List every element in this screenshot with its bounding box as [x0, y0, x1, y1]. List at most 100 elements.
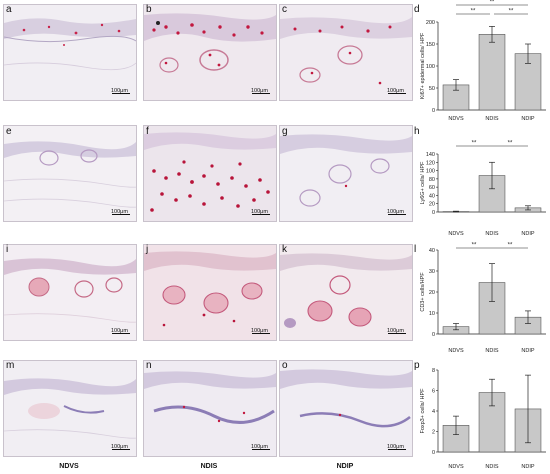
- y-tick-label: 140: [426, 152, 435, 158]
- panel-letter-b: b: [146, 4, 152, 15]
- significance-label: **: [508, 243, 513, 249]
- micrograph-m: [3, 360, 137, 457]
- category-label: NDVS: [448, 231, 464, 237]
- y-axis-label: CD3+ cells/HPF: [420, 272, 426, 312]
- micrograph-i: [3, 244, 137, 341]
- micrograph-n-image: [144, 361, 276, 456]
- panel-letter-d: d: [414, 4, 420, 15]
- scale-label-i: 100μm: [111, 328, 128, 334]
- panel-letter-j: j: [146, 244, 149, 255]
- panel-letter-c: c: [282, 4, 287, 15]
- y-tick-label: 100: [426, 64, 435, 70]
- scale-label-f: 100μm: [251, 209, 268, 215]
- micrograph-g-image: [280, 126, 412, 221]
- micrograph-a-image: [4, 5, 136, 100]
- y-tick-label: 40: [429, 248, 435, 254]
- y-tick-label: 0: [432, 332, 435, 338]
- scale-label-j: 100μm: [251, 328, 268, 334]
- category-label: NDIP: [521, 116, 534, 122]
- column-label-ndis: NDIS: [200, 463, 218, 470]
- y-tick-label: 80: [429, 177, 435, 183]
- panel-letter-k: k: [282, 244, 287, 255]
- micrograph-j-image: [144, 245, 276, 340]
- y-tick-label: 200: [426, 20, 435, 26]
- category-label: NDIP: [521, 464, 534, 470]
- bar-ndis: [478, 34, 506, 111]
- micrograph-a: [3, 4, 137, 101]
- category-label: NDVS: [448, 116, 464, 122]
- micrograph-e: [3, 125, 137, 222]
- column-label-ndvs: NDVS: [59, 463, 79, 470]
- panel-letter-h: h: [414, 126, 420, 137]
- panel-letter-e: e: [6, 126, 12, 137]
- panel-letter-g: g: [282, 126, 288, 137]
- y-tick-label: 50: [429, 86, 435, 92]
- category-label: NDIP: [521, 348, 534, 354]
- scale-label-n: 100μm: [251, 444, 268, 450]
- panel-letter-o: o: [282, 360, 288, 371]
- micrograph-c: [279, 4, 413, 101]
- y-tick-label: 100: [426, 169, 435, 175]
- micrograph-k: [279, 244, 413, 341]
- micrograph-e-image: [4, 126, 136, 221]
- panel-letter-l: l: [414, 244, 417, 255]
- panel-letter-a: a: [6, 4, 12, 15]
- scale-label-e: 100μm: [111, 209, 128, 215]
- scale-label-c: 100μm: [387, 88, 404, 94]
- y-tick-label: 2: [432, 430, 435, 436]
- micrograph-k-image: [280, 245, 412, 340]
- micrograph-c-image: [280, 5, 412, 100]
- micrograph-b-image: [144, 5, 276, 100]
- significance-label: **: [509, 9, 514, 15]
- y-tick-label: 60: [429, 185, 435, 191]
- significance-label: **: [508, 141, 513, 147]
- y-tick-label: 0: [432, 108, 435, 114]
- micrograph-j: [143, 244, 277, 341]
- micrograph-g: [279, 125, 413, 222]
- chart-l: 0 10 20 30 40 CD3+ cells/HPF NDVS NDIS NDIP ** **: [420, 243, 546, 354]
- micrograph-f: [143, 125, 277, 222]
- significance-label: **: [471, 9, 476, 15]
- y-axis-label: Ly6G+ cells/ HPF: [420, 161, 426, 204]
- y-tick-label: 150: [426, 42, 435, 48]
- category-label: NDIS: [485, 116, 498, 122]
- scale-label-g: 100μm: [387, 209, 404, 215]
- significance-label: **: [490, 0, 495, 6]
- y-tick-label: 4: [432, 409, 435, 415]
- micrograph-f-image: [144, 126, 276, 221]
- significance-label: **: [472, 141, 477, 147]
- micrograph-o: [279, 360, 413, 457]
- column-label-ndip: NDIP: [336, 463, 354, 470]
- y-tick-label: 0: [432, 450, 435, 456]
- scale-label-b: 100μm: [251, 88, 268, 94]
- micrograph-b: [143, 4, 277, 101]
- y-tick-label: 6: [432, 389, 435, 395]
- category-label: NDVS: [448, 464, 464, 470]
- y-tick-label: 120: [426, 160, 435, 166]
- significance-label: **: [472, 243, 477, 249]
- y-tick-label: 8: [432, 368, 435, 374]
- category-label: NDIS: [485, 348, 498, 354]
- micrograph-m-image: [4, 361, 136, 456]
- panel-letter-f: f: [146, 126, 149, 137]
- category-label: NDVS: [448, 348, 464, 354]
- category-label: NDIS: [485, 231, 498, 237]
- micrograph-o-image: [280, 361, 412, 456]
- y-axis-label: Ki67+ epidermal cells/ HPF: [420, 32, 426, 99]
- panel-letter-m: m: [6, 360, 15, 371]
- y-tick-label: 20: [429, 202, 435, 208]
- panel-letter-n: n: [146, 360, 152, 371]
- y-tick-label: 10: [429, 311, 435, 317]
- panel-letter-p: p: [414, 360, 420, 371]
- y-tick-label: 0: [432, 210, 435, 216]
- category-label: NDIP: [521, 231, 534, 237]
- y-tick-label: 40: [429, 193, 435, 199]
- y-tick-label: 20: [429, 290, 435, 296]
- micrograph-i-image: [4, 245, 136, 340]
- scale-label-a: 100μm: [111, 88, 128, 94]
- chart-p: 0 2 4 6 8 Foxp3+ cells/ HPF NDVS NDIS NDIP: [420, 368, 546, 470]
- scale-label-o: 100μm: [387, 444, 404, 450]
- y-axis-label: Foxp3+ cells/ HPF: [420, 388, 426, 434]
